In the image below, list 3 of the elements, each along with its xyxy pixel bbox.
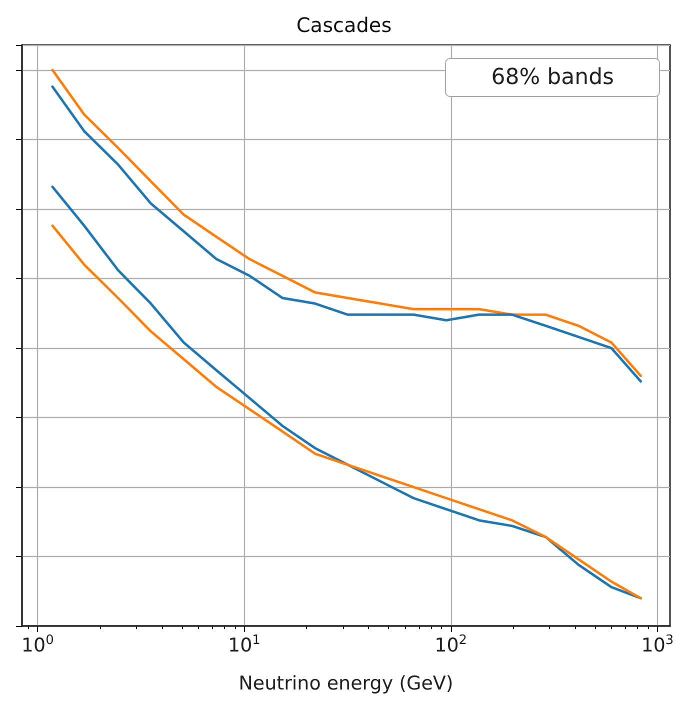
text-box: 68% bands [445, 58, 660, 97]
x-axis-title: Neutrino energy (GeV) [238, 672, 454, 694]
chart-title: Cascades [296, 13, 392, 37]
